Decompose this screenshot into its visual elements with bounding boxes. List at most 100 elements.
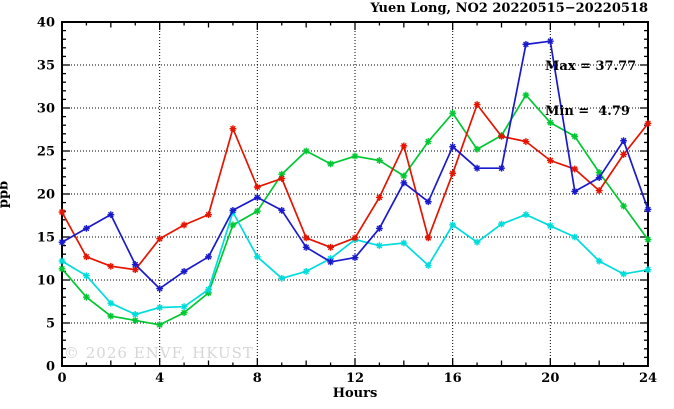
series-blue-marker	[546, 37, 554, 45]
series-cyan-marker	[498, 220, 505, 228]
series-green-marker	[278, 170, 286, 178]
series-green-marker	[644, 236, 652, 243]
series-green-marker	[83, 293, 90, 301]
series-red-marker	[595, 187, 603, 194]
series-cyan-marker	[302, 268, 310, 275]
watermark: © 2026 ENVF, HKUST	[64, 344, 254, 362]
series-green-marker	[449, 109, 457, 117]
series-green-marker	[473, 145, 481, 153]
series-blue-marker	[644, 206, 652, 213]
series-red-marker	[327, 243, 334, 251]
series-blue-marker	[620, 137, 627, 145]
series-green-marker	[400, 172, 408, 180]
series-blue-marker	[376, 225, 383, 232]
series-blue-marker	[400, 179, 408, 187]
x-axis-label: Hours	[332, 386, 378, 401]
series-red-marker	[205, 211, 212, 219]
series-cyan-marker	[571, 233, 579, 241]
series-blue-marker	[180, 268, 188, 275]
series-cyan-marker	[253, 253, 261, 261]
series-blue-marker	[253, 194, 261, 201]
series-red-marker	[400, 142, 408, 150]
series-red-marker	[302, 234, 310, 242]
series-red-marker	[644, 120, 652, 127]
series-blue-marker	[571, 188, 579, 195]
series-cyan-marker	[107, 299, 115, 307]
series-blue-marker	[58, 238, 66, 246]
legend-min: Min = 4.79	[545, 104, 630, 119]
series-green-marker	[229, 221, 237, 229]
y-tick-label: 5	[46, 317, 55, 332]
series-blue-marker	[424, 198, 432, 206]
y-axis-label: ppb	[0, 180, 12, 209]
series-red-marker	[131, 266, 139, 274]
series-cyan-marker	[327, 255, 334, 262]
y-tick-label: 40	[37, 16, 55, 31]
x-tick-label: 20	[541, 371, 559, 386]
series-red-marker	[424, 234, 432, 242]
series-blue-marker	[327, 258, 334, 266]
y-tick-label: 35	[37, 59, 55, 74]
series-cyan-marker	[376, 242, 383, 249]
series-red-marker	[498, 132, 505, 140]
series-cyan-marker	[278, 274, 286, 282]
series-green-marker	[595, 169, 603, 176]
series-green-marker	[571, 132, 579, 140]
series-green-marker	[107, 312, 115, 320]
series-red-marker	[58, 208, 66, 216]
series-green-marker	[131, 317, 139, 324]
series-red-marker	[107, 262, 115, 270]
plot-frame	[61, 21, 649, 367]
series-blue-marker	[302, 243, 310, 251]
series-green-marker	[58, 265, 66, 273]
series-red-marker	[546, 157, 554, 164]
series-cyan-marker	[83, 272, 90, 280]
x-tick-label: 12	[346, 371, 364, 386]
series-green-marker	[546, 119, 554, 127]
series-green-marker	[620, 202, 627, 210]
series-red-marker	[351, 234, 359, 242]
series-cyan-marker	[58, 257, 66, 265]
series-cyan-marker	[595, 257, 603, 265]
series-cyan-marker	[400, 239, 408, 247]
y-tick-label: 0	[46, 360, 55, 375]
series-green-marker	[522, 91, 530, 99]
series-blue-marker	[449, 143, 457, 151]
series-blue-marker	[351, 254, 359, 262]
legend-max: Max = 37.77	[545, 59, 637, 74]
series-cyan-marker	[424, 261, 432, 269]
series-red-marker	[156, 235, 164, 243]
series-blue-marker	[595, 174, 603, 182]
series-blue-marker	[156, 285, 164, 292]
series-green-marker	[253, 207, 261, 215]
y-tick-label: 15	[37, 231, 55, 246]
series-blue-marker	[522, 40, 530, 48]
series-blue-marker	[278, 206, 286, 214]
series-blue-marker	[473, 164, 481, 172]
series-red-marker	[522, 138, 530, 145]
series-cyan-marker	[644, 266, 652, 274]
series-red-marker	[571, 165, 579, 173]
x-tick-label: 16	[444, 371, 462, 386]
series-cyan-marker	[180, 303, 188, 311]
series-red-marker	[83, 253, 90, 261]
series-green-marker	[302, 147, 310, 155]
series-cyan-marker	[156, 304, 164, 311]
series-red-marker	[278, 175, 286, 182]
y-tick-label: 30	[37, 102, 55, 117]
series-red-marker	[473, 101, 481, 108]
series-green-marker	[180, 309, 188, 317]
series-green-marker	[205, 289, 212, 297]
x-tick-label: 24	[639, 371, 657, 386]
series-cyan-line	[61, 211, 649, 316]
series-red-marker	[620, 151, 627, 158]
series-cyan-marker	[546, 222, 554, 230]
series-blue-marker	[107, 211, 115, 219]
series-red-marker	[180, 221, 188, 229]
series-blue-marker	[131, 261, 139, 268]
series-blue-marker	[229, 206, 237, 214]
series-green-marker	[376, 157, 383, 164]
y-tick-label: 20	[37, 188, 55, 203]
series-red-marker	[253, 183, 261, 191]
